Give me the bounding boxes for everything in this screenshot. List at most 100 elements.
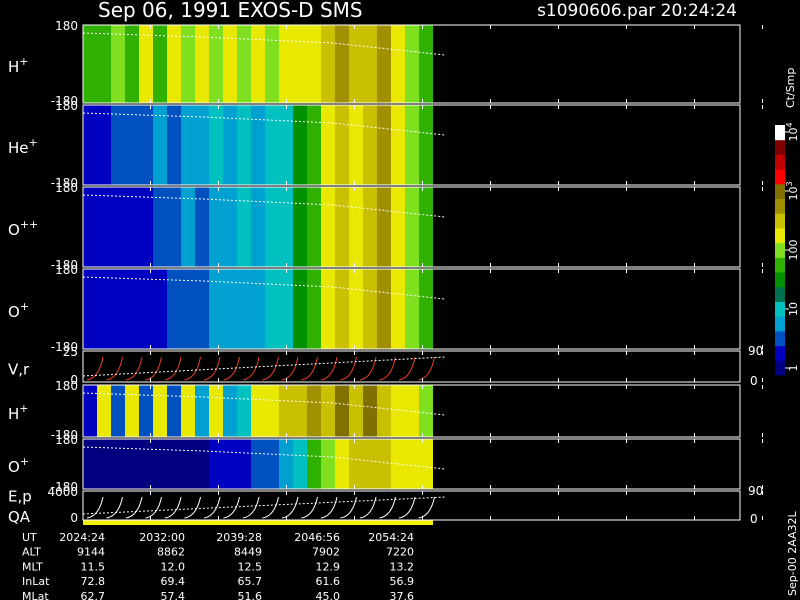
- spectrogram-column: [349, 105, 363, 185]
- colorbar-segment: [775, 183, 785, 200]
- spectrogram-column: [405, 25, 419, 103]
- spectrogram-column: [279, 439, 293, 489]
- spectrogram-column: [195, 25, 209, 103]
- table-value: 51.6: [238, 590, 263, 600]
- spectrogram-column: [167, 385, 181, 437]
- panel-frame: [82, 350, 741, 383]
- table-value: 12.0: [161, 560, 186, 573]
- table-row-label: MLT: [22, 560, 43, 573]
- spectrogram-column: [195, 439, 209, 489]
- spectrogram-column: [251, 187, 265, 267]
- trace-line: [82, 276, 446, 300]
- table-value: 13.2: [390, 560, 415, 573]
- spectrogram-column: [181, 269, 195, 349]
- spectrogram-column: [125, 105, 139, 185]
- spectrogram-column: [335, 187, 349, 267]
- spectrogram-column: [97, 187, 111, 267]
- spectrogram-column: [83, 385, 97, 437]
- panel-label-text: O: [8, 221, 20, 239]
- table-value: 62.7: [81, 590, 106, 600]
- spectrogram-column: [391, 187, 405, 267]
- spectrogram-column: [251, 385, 265, 437]
- spectrogram-column: [195, 105, 209, 185]
- spectrogram-column: [237, 269, 251, 349]
- spectrogram-column: [237, 187, 251, 267]
- colorbar-segment: [775, 242, 785, 258]
- table-value: 8449: [234, 546, 262, 559]
- colorbar-tick-sup: 3: [785, 181, 794, 186]
- panel-label: H+: [8, 55, 29, 76]
- spectrogram-column: [139, 269, 153, 349]
- panel-tick-label: -180: [51, 94, 78, 108]
- spectrogram-column: [167, 187, 181, 267]
- spectrogram-column: [153, 25, 167, 103]
- spectrogram-column: [377, 187, 391, 267]
- spectrogram-column: [181, 25, 195, 103]
- panel-label-sup: +: [19, 402, 28, 415]
- colorbar-segment: [775, 330, 785, 347]
- spectrogram-column: [293, 269, 307, 349]
- colorbar-segment: [775, 198, 785, 214]
- panel-label-text: O: [8, 458, 20, 476]
- spectrogram-column: [363, 25, 377, 103]
- spectrogram-column: [181, 385, 195, 437]
- spectrogram-column: [223, 385, 237, 437]
- colorbar-segment: [775, 169, 785, 185]
- table-value: 2046:56: [294, 531, 340, 544]
- spectrogram-column: [307, 187, 321, 267]
- colorbar-tick-label: 10: [787, 302, 800, 316]
- spectrogram-column: [237, 439, 251, 489]
- file-label: s1090606.par 20:24:24: [537, 1, 737, 21]
- table-value: 57.4: [161, 590, 186, 600]
- panel-label-sup: ++: [20, 218, 38, 231]
- spectrogram-column: [391, 269, 405, 349]
- spectrogram-column: [83, 269, 97, 349]
- spectrogram-column: [405, 187, 419, 267]
- spectrogram-column: [139, 25, 153, 103]
- spectrogram-column: [111, 385, 125, 437]
- spectrogram-column: [321, 25, 335, 103]
- title: Sep 06, 1991 EXOS-D SMS: [98, 0, 363, 22]
- spectrogram-column: [83, 439, 97, 489]
- panel-frame: [82, 186, 741, 268]
- spectrogram-column: [97, 439, 111, 489]
- spectrogram-column: [223, 439, 237, 489]
- spectrogram-column: [111, 187, 125, 267]
- spectrogram-column: [377, 439, 391, 489]
- spectrogram-column: [279, 105, 293, 185]
- right-tick-label: 90: [748, 344, 763, 358]
- spectrogram-column: [153, 187, 167, 267]
- panel-tick-label: -180: [51, 176, 78, 190]
- right-tick-label: 0: [750, 374, 758, 388]
- panel-label: O++: [8, 218, 38, 239]
- spectrogram-column: [293, 187, 307, 267]
- colorbar-tick-text: 100: [787, 240, 800, 261]
- spectrogram-column: [307, 439, 321, 489]
- spectrogram-column: [279, 269, 293, 349]
- spectrogram-column: [125, 269, 139, 349]
- spectrogram-column: [265, 187, 279, 267]
- spectrogram-column: [321, 105, 335, 185]
- panel-tick-label: -180: [51, 340, 78, 354]
- colorbar-segment: [775, 272, 785, 288]
- colorbar-tick-sup: 4: [785, 122, 794, 127]
- colorbar-tick-label: 1: [787, 365, 800, 372]
- table-value: 61.6: [316, 575, 341, 588]
- colorbar-segment: [775, 301, 785, 317]
- spectrogram-column: [195, 385, 209, 437]
- colorbar-segment: [775, 213, 785, 229]
- spectrogram-column: [321, 187, 335, 267]
- spectrogram-column: [251, 269, 265, 349]
- table-value: 9144: [77, 546, 105, 559]
- spectrogram-column: [153, 269, 167, 349]
- spectrogram-column: [307, 269, 321, 349]
- spectrogram-column: [335, 439, 349, 489]
- spectrogram-column: [349, 385, 363, 437]
- spectrogram-column: [335, 269, 349, 349]
- spectrogram-column: [97, 385, 111, 437]
- spectrogram-column: [391, 25, 405, 103]
- table-row-label: UT: [22, 531, 37, 544]
- spectrogram-column: [181, 105, 195, 185]
- spectrogram-column: [321, 385, 335, 437]
